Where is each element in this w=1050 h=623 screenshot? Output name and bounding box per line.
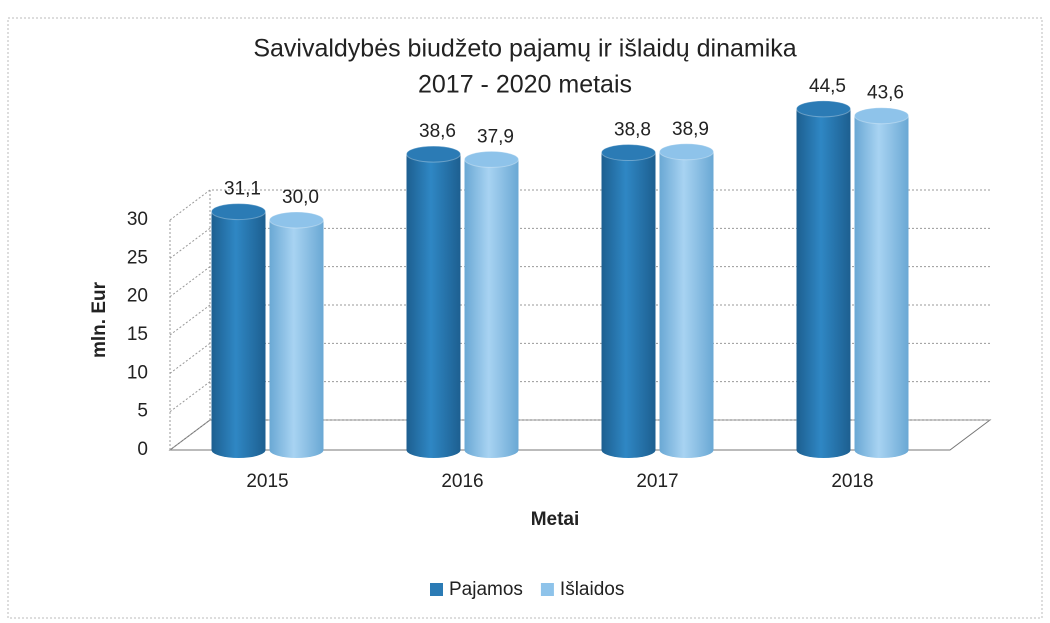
bar-top (659, 143, 714, 161)
data-label: 44,5 (809, 76, 846, 97)
bar-base (854, 442, 909, 458)
data-label: 43,6 (867, 83, 904, 104)
grid-line (169, 189, 990, 221)
bar-top (854, 107, 909, 125)
bar-top (796, 100, 851, 118)
chart-frame (7, 17, 1043, 619)
y-tick-label: 20 (127, 286, 148, 307)
grid-line (169, 342, 990, 374)
legend-swatch (540, 583, 554, 596)
bar-top (601, 144, 656, 162)
bar (796, 108, 851, 450)
y-tick-label: 15 (127, 324, 148, 345)
bar (659, 151, 714, 450)
bar-base (464, 442, 519, 458)
bar-base (269, 442, 324, 458)
grid-line (169, 381, 990, 413)
bar (211, 211, 266, 450)
grid-line (169, 227, 990, 259)
grid-line (169, 304, 990, 336)
bar (464, 159, 519, 450)
data-label: 38,6 (419, 121, 456, 142)
bar-base (406, 442, 461, 458)
chart-subtitle: 2017 - 2020 metais (418, 71, 632, 99)
bar (601, 152, 656, 451)
bar-top (269, 211, 324, 229)
bar-base (211, 442, 266, 458)
bar-base (796, 442, 851, 458)
data-label: 37,9 (477, 126, 514, 147)
legend-swatch (430, 583, 443, 596)
bar-top (211, 203, 266, 221)
bar-base (601, 442, 656, 458)
grid-line (169, 419, 990, 451)
bar (854, 115, 909, 450)
bar-base (659, 442, 714, 458)
y-axis-title: mln. Eur (89, 281, 110, 358)
y-tick-label: 10 (127, 362, 148, 383)
x-tick-label: 2015 (246, 471, 288, 492)
y-tick-label: 25 (127, 247, 148, 268)
legend-label: Pajamos (449, 579, 523, 600)
x-tick-label: 2018 (831, 471, 873, 492)
x-tick-label: 2017 (636, 471, 678, 492)
x-tick-label: 2016 (441, 471, 483, 492)
bar (406, 154, 461, 451)
legend-label: Išlaidos (560, 579, 624, 600)
grid-line (169, 266, 990, 298)
x-axis-title: Metai (531, 509, 580, 530)
y-tick-label: 30 (127, 209, 148, 230)
data-label: 38,8 (614, 120, 651, 141)
data-label: 38,9 (672, 119, 709, 140)
chart-title: Savivaldybės biudžeto pajamų ir išlaidų … (253, 35, 796, 63)
bar-top (406, 145, 461, 163)
bar-top (464, 150, 519, 168)
data-label: 31,1 (224, 179, 261, 200)
y-tick-label: 0 (137, 439, 148, 460)
bar (269, 220, 324, 450)
data-label: 30,0 (282, 187, 319, 208)
y-tick-label: 5 (137, 401, 148, 422)
